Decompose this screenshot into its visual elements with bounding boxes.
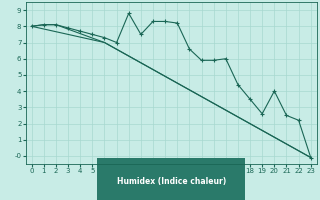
- X-axis label: Humidex (Indice chaleur): Humidex (Indice chaleur): [116, 177, 226, 186]
